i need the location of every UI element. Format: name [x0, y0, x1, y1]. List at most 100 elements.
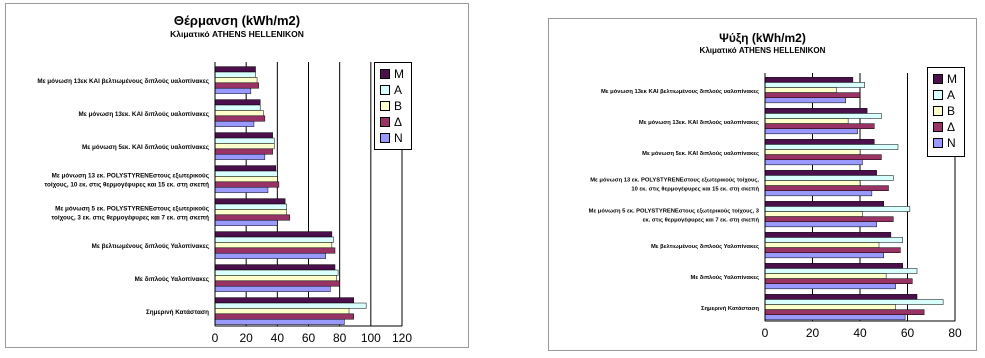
bar-N-3 [764, 190, 873, 197]
x-tick-label: 20 [239, 331, 253, 345]
legend-label: Δ [947, 120, 956, 134]
bar-B-6 [214, 275, 337, 282]
bar-M-1 [214, 99, 261, 106]
bar-Δ-4 [214, 214, 291, 221]
legend-label: M [947, 72, 957, 86]
x-tick-label: 120 [392, 331, 412, 345]
chart-subtitle: Κλιματικό ATHENS HELLENIKON [699, 46, 826, 55]
bar-M-2 [214, 132, 273, 139]
bar-B-5 [764, 242, 880, 248]
bar-N-5 [764, 252, 884, 259]
bar-A-1 [214, 104, 261, 111]
bar-B-3 [764, 180, 861, 186]
x-tick-label: 0 [762, 326, 769, 340]
bar-A-4 [214, 203, 287, 210]
legend-swatch [933, 74, 943, 84]
bar-M-4 [764, 201, 884, 207]
bar-N-3 [214, 186, 269, 193]
category-label: Με βελτιωμένους διπλούς Υαλοπίνακες [651, 244, 759, 250]
category-label: Με διπλούς Υαλοπίνακες [691, 275, 760, 281]
bar-Δ-0 [764, 92, 861, 98]
legend-swatch [933, 90, 943, 100]
legend-item-1: A [933, 88, 955, 102]
legend-label: N [394, 131, 403, 145]
bar-Δ-2 [214, 148, 273, 155]
bar-A-5 [214, 236, 334, 243]
bar-A-5 [764, 237, 903, 243]
bar-N-1 [764, 128, 858, 135]
bar-A-0 [764, 82, 865, 88]
category-label: Με μόνωση 5 εκ. POLYSTYRENEστους εξωτερι… [55, 206, 210, 213]
bar-Δ-5 [214, 247, 336, 254]
bar-N-6 [764, 283, 896, 290]
bar-Δ-3 [214, 181, 280, 188]
bar-Δ-3 [764, 185, 889, 191]
bar-A-0 [214, 71, 256, 78]
legend-item-0: M [380, 67, 404, 81]
legend-item-0: M [933, 72, 957, 86]
bar-Δ-0 [214, 82, 259, 89]
bar-A-4 [764, 206, 911, 212]
bar-B-4 [214, 209, 287, 216]
bar-M-1 [764, 108, 868, 114]
bar-N-2 [214, 153, 266, 160]
x-tick-label: 60 [302, 331, 316, 345]
category-label: Με βελτιωμένους διπλούς Υαλοπίνακες [92, 242, 210, 250]
legend-item-3: Δ [933, 120, 955, 134]
legend-swatch [380, 101, 390, 111]
bar-B-4 [764, 211, 863, 217]
bar-N-5 [214, 252, 326, 259]
legend-item-4: N [380, 131, 403, 145]
x-tick-label: 80 [333, 331, 347, 345]
category-label: Με μόνωση 5 εκ. POLYSTYRENEστους εξωτερι… [589, 209, 760, 215]
cooling-bar-chart: 0 20 40 60 80 Με μόνωση 13εκ ΚΑΙ βελτιωμένους… [589, 73, 962, 340]
category-label: Σημερινή Κατάσταση [146, 309, 209, 316]
bar-Δ-7 [764, 309, 925, 315]
legend-item-2: B [380, 99, 402, 113]
chart-title: Θέρμανση (kWh/m2) [173, 13, 301, 28]
cooling-chart-panel: Ψύξη (kWh/m2) Κλιματικό ATHENS HELLENIKO… [548, 18, 977, 351]
legend-item-1: A [380, 83, 402, 97]
bar-Δ-2 [764, 154, 882, 160]
legend-label: A [947, 88, 956, 102]
heating-chart-panel: Θέρμανση (kWh/m2) Κλιματικό ATHENS HELLE… [5, 3, 469, 348]
x-tick-label: 100 [361, 331, 381, 345]
legend-label: M [394, 67, 404, 81]
legend-label: A [394, 83, 403, 97]
x-tick-label: 40 [853, 326, 867, 340]
bar-A-3 [764, 175, 894, 181]
bar-Δ-5 [764, 247, 901, 253]
bar-M-5 [764, 232, 892, 238]
bar-A-3 [214, 170, 278, 177]
bar-A-7 [764, 299, 944, 305]
category-label: Με μόνωση 13 εκ. POLYSTYRENEστους εξωτερ… [52, 173, 210, 180]
bar-Δ-6 [214, 280, 340, 287]
bar-Δ-4 [764, 216, 894, 222]
category-label: Με μόνωση 13εκ ΚΑΙ βελτιωμένους διπλούς … [601, 89, 759, 95]
bar-B-5 [214, 242, 333, 249]
bar-M-7 [214, 297, 354, 304]
bar-N-7 [214, 318, 345, 325]
bar-M-6 [214, 264, 336, 271]
legend-swatch [380, 69, 390, 79]
bar-N-4 [764, 221, 877, 228]
legend-item-3: Δ [380, 115, 402, 129]
bar-M-3 [764, 170, 877, 176]
legend-swatch [933, 122, 943, 132]
legend-label: Δ [394, 115, 403, 129]
bar-N-2 [764, 159, 863, 166]
legend-swatch [380, 117, 390, 127]
bar-A-2 [214, 137, 275, 144]
category-label: 10 εκ. στις θερμογέφυρες και 15 εκ. στη … [631, 187, 759, 193]
category-label: Σημερινή Κατάσταση [701, 306, 759, 312]
bar-N-7 [764, 314, 906, 321]
category-label: Με μόνωση 13 εκ. POLYSTYRENEστους εξωτερ… [590, 178, 759, 184]
bar-M-4 [214, 198, 286, 205]
bar-Δ-7 [214, 313, 354, 320]
bar-N-1 [214, 120, 255, 127]
legend-swatch [933, 106, 943, 116]
bar-N-0 [764, 97, 846, 104]
legend-item-4: N [933, 136, 956, 150]
